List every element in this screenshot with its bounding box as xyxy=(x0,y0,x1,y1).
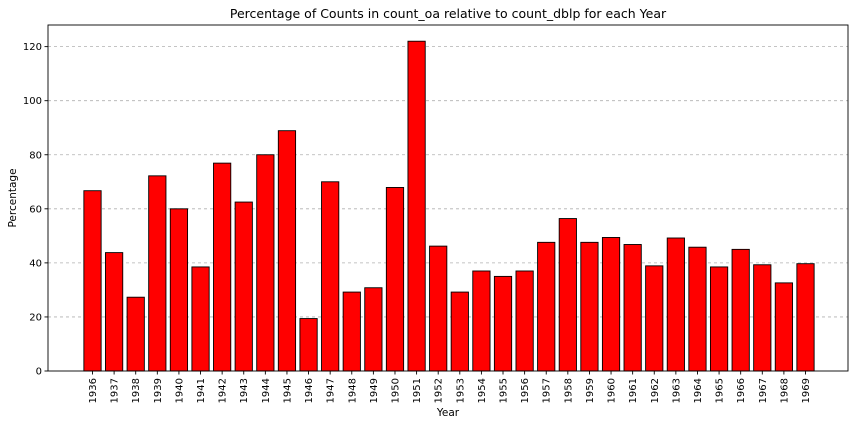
bar-1953 xyxy=(450,291,469,372)
bar-1942 xyxy=(213,162,232,372)
x-axis-ticks: 1936 1937 1938 1939 1940 1941 1942 1943 1944 1945… xyxy=(88,371,812,403)
y-tick-label: 40 xyxy=(29,258,42,269)
bar-1954 xyxy=(472,270,491,372)
bar-1937 xyxy=(105,252,124,372)
bar-1949 xyxy=(364,287,383,372)
x-tick-label: 1967 xyxy=(758,378,769,403)
bar-1962 xyxy=(645,265,664,372)
x-tick-label: 1958 xyxy=(563,378,574,403)
x-tick-label: 1962 xyxy=(650,378,661,403)
x-tick-label: 1963 xyxy=(671,378,682,403)
bar-1946 xyxy=(299,318,318,372)
x-tick-label: 1937 xyxy=(110,378,121,403)
y-tick-label: 100 xyxy=(23,96,42,107)
bar-1958 xyxy=(558,218,577,372)
bar-1948 xyxy=(342,291,361,372)
x-tick-label: 1941 xyxy=(196,378,207,403)
x-tick-label: 1955 xyxy=(499,378,510,403)
bar-1963 xyxy=(666,237,685,372)
y-axis-label: Percentage xyxy=(7,168,19,227)
y-tick-label: 60 xyxy=(29,204,42,215)
bar-1969 xyxy=(796,263,815,372)
x-tick-label: 1961 xyxy=(628,378,639,403)
bar-1965 xyxy=(709,266,729,372)
x-tick-label: 1969 xyxy=(801,378,812,403)
x-tick-label: 1939 xyxy=(153,378,164,403)
x-tick-label: 1968 xyxy=(779,378,790,403)
bar-1944 xyxy=(256,154,275,372)
bar-1960 xyxy=(601,237,621,372)
x-tick-label: 1952 xyxy=(434,378,445,403)
x-tick-label: 1951 xyxy=(412,378,423,403)
bar-1950 xyxy=(385,187,405,372)
bar-1966 xyxy=(731,248,750,372)
x-tick-label: 1944 xyxy=(261,378,272,403)
bar-1968 xyxy=(774,282,793,372)
x-tick-label: 1946 xyxy=(304,378,315,403)
x-tick-label: 1942 xyxy=(218,378,229,403)
x-tick-label: 1965 xyxy=(715,378,726,403)
x-tick-label: 1938 xyxy=(131,378,142,403)
y-tick-label: 80 xyxy=(29,150,42,161)
x-tick-label: 1947 xyxy=(326,378,337,403)
x-tick-label: 1949 xyxy=(369,378,380,403)
bar-1947 xyxy=(321,181,340,372)
bar-1941 xyxy=(191,266,210,372)
bar-1961 xyxy=(623,244,642,372)
x-tick-label: 1943 xyxy=(239,378,250,403)
x-tick-label: 1936 xyxy=(88,378,99,403)
x-tick-label: 1960 xyxy=(607,378,618,403)
y-tick-label: 20 xyxy=(29,312,42,323)
bar-1952 xyxy=(429,245,448,372)
y-tick-label: 120 xyxy=(23,42,42,53)
bar-1955 xyxy=(493,275,513,372)
bar-1967 xyxy=(753,264,772,372)
y-tick-label: 0 xyxy=(36,367,42,378)
x-axis-label: Year xyxy=(436,407,460,419)
x-tick-label: 1966 xyxy=(736,378,747,403)
x-tick-label: 1956 xyxy=(520,378,531,403)
x-tick-label: 1954 xyxy=(477,378,488,403)
x-tick-label: 1959 xyxy=(585,378,596,403)
bar-1956 xyxy=(515,270,534,372)
y-axis-ticks: 0 20 40 60 80 100 120 xyxy=(23,42,48,378)
bars xyxy=(83,40,815,372)
bar-1959 xyxy=(580,241,599,372)
x-tick-label: 1957 xyxy=(542,378,553,403)
bar-1940 xyxy=(169,208,189,372)
x-tick-label: 1940 xyxy=(174,378,185,403)
chart-title: Percentage of Counts in count_oa relativ… xyxy=(230,6,667,21)
x-tick-label: 1948 xyxy=(347,378,358,403)
bar-1964 xyxy=(688,246,707,372)
bar-1951 xyxy=(407,40,426,372)
bar-1957 xyxy=(537,241,556,372)
x-tick-label: 1964 xyxy=(693,378,704,403)
plot-frame xyxy=(47,24,849,372)
bar-1936 xyxy=(83,190,102,372)
x-tick-label: 1953 xyxy=(455,378,466,403)
bar-1943 xyxy=(234,201,253,372)
x-tick-label: 1945 xyxy=(282,378,293,403)
bar-1945 xyxy=(277,130,297,372)
x-tick-label: 1950 xyxy=(390,378,401,403)
bar-1938 xyxy=(126,296,145,372)
bar-1939 xyxy=(148,175,167,372)
